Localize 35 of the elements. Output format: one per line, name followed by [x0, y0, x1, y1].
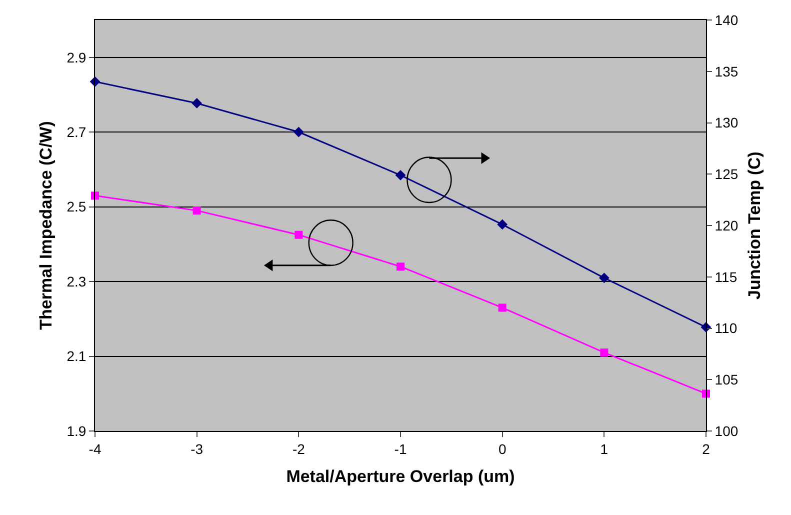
point — [396, 262, 404, 271]
y2-tick-label: 120 — [714, 217, 738, 234]
point — [192, 206, 201, 215]
point — [294, 230, 303, 239]
x-tick-label: 1 — [600, 440, 608, 457]
y-axis-title: Thermal Impedance (C/W) — [36, 121, 56, 330]
point — [598, 272, 610, 284]
y-tick-label: 2.5 — [66, 198, 86, 215]
y2-tick-label: 130 — [714, 114, 738, 131]
y-tick-label: 2.9 — [66, 49, 86, 66]
point — [192, 98, 202, 108]
y-tick-label: 1.9 — [66, 422, 86, 439]
x-tick-label: -4 — [88, 440, 102, 457]
point — [293, 126, 304, 138]
x-tick-label: 0 — [498, 440, 506, 457]
y2-tick-label: 100 — [714, 422, 738, 439]
point — [498, 304, 506, 312]
y2-tick-label: 135 — [714, 63, 738, 80]
y-tick-label: 2.3 — [66, 273, 86, 290]
x-tick-label: 2 — [702, 440, 710, 457]
y-tick-label: 2.7 — [66, 124, 86, 140]
x-tick-label: -2 — [292, 440, 306, 457]
y2-tick-label: 125 — [714, 166, 738, 182]
x-tick-label: -3 — [190, 440, 204, 457]
x-tick-label: -1 — [394, 440, 407, 457]
y2-axis-title: Junction Temp (C) — [744, 152, 764, 300]
y2-tick-label: 140 — [714, 12, 738, 28]
x-axis-title: Metal/Aperture Overlap (um) — [286, 467, 515, 486]
point — [497, 219, 508, 230]
point — [600, 348, 608, 357]
y2-tick-label: 115 — [714, 268, 738, 285]
y-tick-label: 2.1 — [66, 348, 86, 364]
y2-tick-label: 105 — [714, 372, 738, 388]
point — [395, 170, 406, 180]
y2-tick-label: 110 — [714, 320, 738, 336]
